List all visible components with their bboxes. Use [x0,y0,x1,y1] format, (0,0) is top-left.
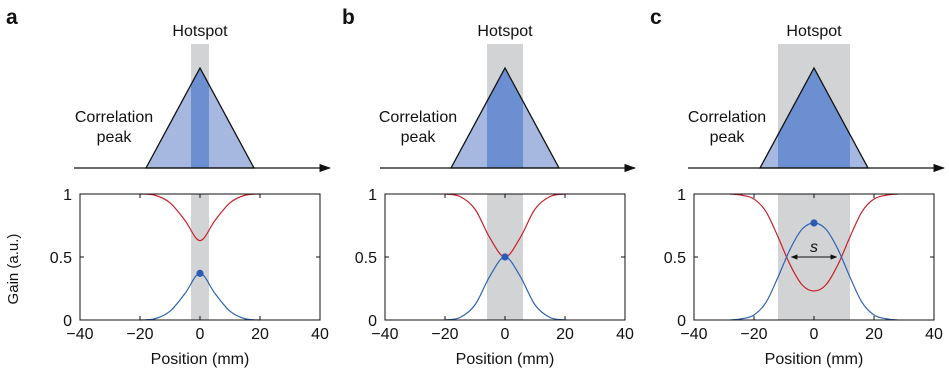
panel-label-a: a [6,6,18,29]
x-tick-label: −40 [680,326,707,343]
y-tick-label: 0 [63,313,72,330]
hotspot-title: Hotspot [786,23,842,40]
y-tick-label: 0 [677,313,686,330]
x-tick-label: −40 [66,326,93,343]
y-tick-label: 1 [368,187,377,204]
x-tick-label: 40 [925,326,943,343]
x-axis-label: Position (mm) [151,351,250,368]
peak-label: peak [97,129,133,146]
x-tick-label: 0 [810,326,819,343]
y-axis-label: Gain (a.u.) [5,234,22,305]
x-axis-label: Position (mm) [456,351,555,368]
correlation-label: Correlation [379,109,457,126]
hotspot-title: Hotspot [477,23,533,40]
x-tick-label: 40 [311,326,329,343]
hotspot-title: Hotspot [172,23,228,40]
x-tick-label: −40 [371,326,398,343]
x-tick-label: −20 [126,326,153,343]
x-tick-label: −20 [740,326,767,343]
x-tick-label: 20 [251,326,269,343]
correlation-label: Correlation [75,109,153,126]
upper-diagram [380,44,637,173]
peak-marker [501,253,509,261]
panel-label-b: b [342,6,355,29]
triangle-overlap [778,68,850,168]
y-tick-label: 1 [677,187,686,204]
gain-plot: s −40 −20 0 20 40 0 0.5 1 [664,187,943,343]
x-tick-label: 20 [556,326,574,343]
x-tick-label: 0 [501,326,510,343]
y-tick-label: 0.5 [355,250,377,267]
x-tick-label: 0 [196,326,205,343]
gain-plot: −40 −20 0 20 40 0 0.5 1 [355,187,634,343]
y-tick-label: 1 [63,187,72,204]
triangle-overlap [487,68,523,168]
x-axis-label: Position (mm) [765,351,864,368]
peak-marker [196,269,204,277]
upper-diagram [688,44,946,173]
gain-plot: −40 −20 0 20 40 0 0.5 1 [50,187,329,343]
red-gain-line [139,193,261,242]
peak-label: peak [401,129,437,146]
triangle-overlap [191,68,209,168]
y-tick-label: 0.5 [664,250,686,267]
red-gain-line [729,193,899,292]
x-tick-label: 20 [865,326,883,343]
hotspot-band [191,194,209,320]
panel-label-c: c [650,6,662,29]
panel-c: c Hotspot Correlation peak s −40 −20 0 20 40 0… [650,6,946,368]
correlation-label: Correlation [688,109,766,126]
width-label: s [810,239,818,256]
x-tick-label: −20 [431,326,458,343]
peak-label: peak [710,129,746,146]
y-tick-label: 0 [368,313,377,330]
panel-b: b Hotspot Correlation peak −40 −20 0 20 40 0 0… [342,6,637,368]
y-tick-label: 0.5 [50,250,72,267]
peak-marker [810,219,818,227]
x-tick-label: 40 [616,326,634,343]
panel-a: a Hotspot Correlation peak −40 −20 0 20 40 0 0… [5,6,332,368]
upper-diagram [74,44,332,173]
